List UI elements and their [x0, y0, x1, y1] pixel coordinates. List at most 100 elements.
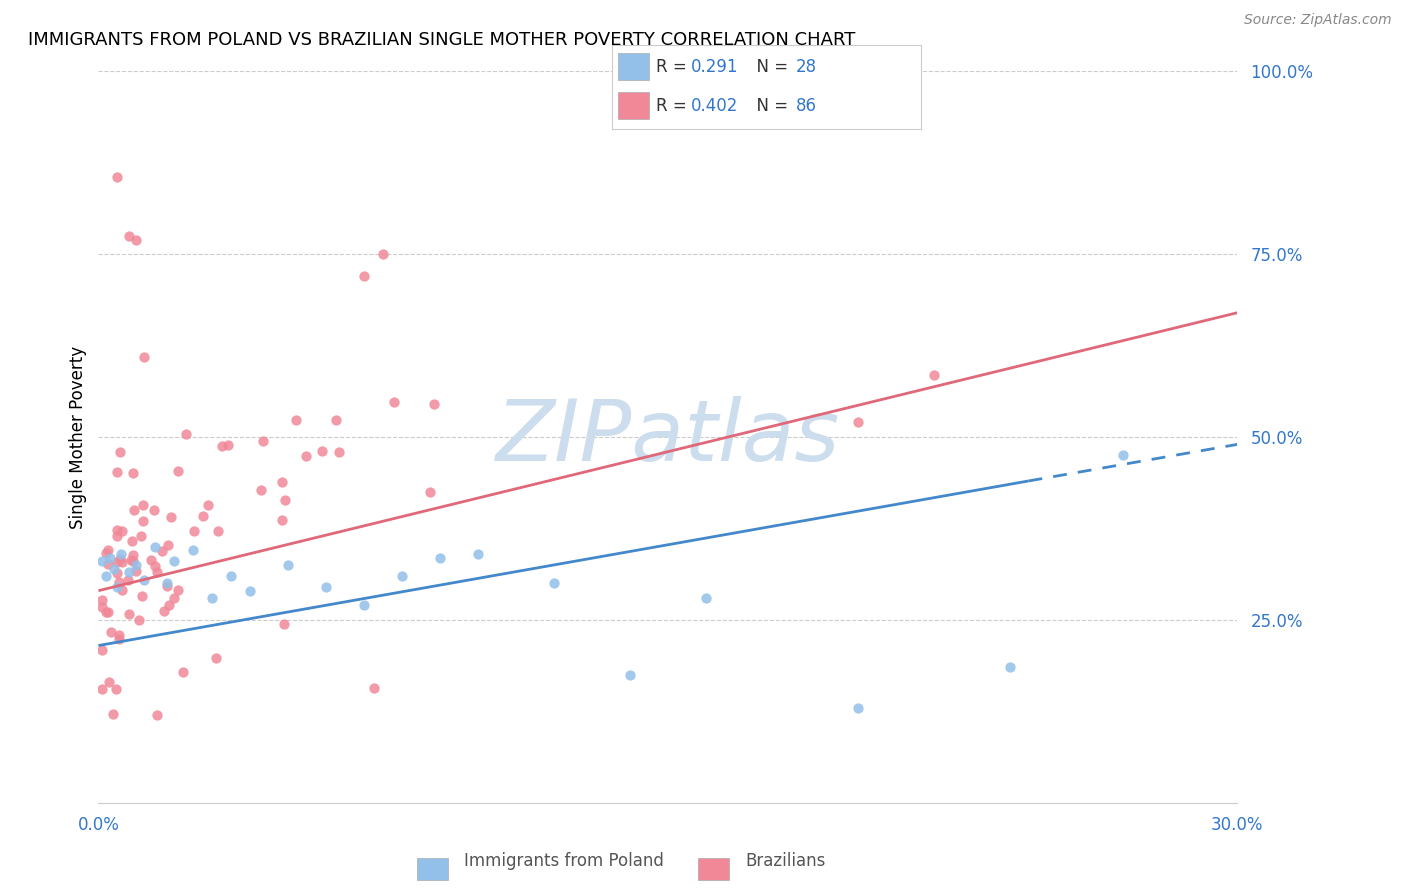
Point: [211, 439, 233, 453]
Point: [429, 550, 451, 565]
Point: [150, 543, 173, 558]
Point: [156, 576, 179, 591]
Point: [132, 514, 155, 528]
Point: [91, 682, 114, 697]
Point: [325, 413, 347, 427]
Text: 0.402: 0.402: [690, 96, 738, 114]
Point: [111, 582, 134, 597]
Point: [97, 543, 120, 558]
Y-axis label: Single Mother Poverty: Single Mother Poverty: [69, 345, 87, 529]
Text: Source: ZipAtlas.com: Source: ZipAtlas.com: [1244, 13, 1392, 28]
Point: [91, 643, 114, 657]
Point: [315, 580, 337, 594]
FancyBboxPatch shape: [617, 92, 648, 120]
Point: [197, 498, 219, 512]
Point: [1112, 448, 1135, 462]
Point: [277, 558, 299, 573]
Point: [207, 524, 229, 538]
Point: [125, 233, 148, 247]
Point: [846, 416, 869, 430]
Point: [101, 707, 124, 722]
Point: [103, 562, 125, 576]
FancyBboxPatch shape: [617, 54, 648, 80]
Text: 28: 28: [796, 58, 817, 76]
Point: [174, 427, 197, 442]
Point: [128, 613, 150, 627]
Point: [153, 603, 176, 617]
Point: [125, 565, 148, 579]
Point: [543, 576, 565, 591]
Point: [91, 554, 114, 568]
Point: [107, 555, 129, 569]
Point: [270, 475, 292, 489]
Point: [94, 569, 117, 583]
Point: [132, 350, 155, 364]
Point: [252, 434, 274, 448]
Point: [131, 589, 153, 603]
Point: [328, 444, 350, 458]
Point: [145, 540, 167, 554]
Point: [217, 438, 239, 452]
Text: ZIPatlas: ZIPatlas: [496, 395, 839, 479]
Point: [467, 547, 489, 561]
Text: N =: N =: [747, 96, 793, 114]
Point: [111, 555, 134, 569]
Point: [391, 569, 413, 583]
Point: [157, 598, 180, 612]
Point: [157, 538, 180, 552]
Point: [129, 528, 152, 542]
Point: [167, 582, 190, 597]
Text: 0.291: 0.291: [690, 58, 738, 76]
Point: [107, 465, 129, 479]
Point: [110, 547, 132, 561]
Point: [120, 552, 142, 566]
Point: [239, 583, 262, 598]
Point: [619, 667, 641, 681]
Point: [132, 498, 155, 512]
Point: [104, 682, 127, 697]
Point: [121, 533, 143, 548]
Point: [143, 503, 166, 517]
Point: [353, 269, 375, 284]
Point: [205, 650, 228, 665]
Point: [363, 681, 385, 695]
Point: [998, 660, 1021, 674]
Point: [371, 247, 394, 261]
Point: [163, 591, 186, 605]
Text: Immigrants from Poland: Immigrants from Poland: [464, 852, 664, 870]
Point: [922, 368, 945, 382]
Point: [105, 529, 128, 543]
Point: [695, 591, 717, 605]
Point: [221, 569, 243, 583]
Point: [183, 524, 205, 538]
Point: [311, 444, 333, 458]
Text: R =: R =: [657, 96, 693, 114]
Point: [139, 553, 162, 567]
Point: [145, 559, 167, 574]
Point: [285, 413, 308, 427]
Point: [107, 632, 129, 646]
Point: [156, 579, 179, 593]
Point: [107, 523, 129, 537]
Point: [94, 546, 117, 560]
Point: [193, 509, 215, 524]
Point: [146, 707, 169, 722]
Point: [271, 513, 294, 527]
Point: [122, 548, 145, 562]
Point: [91, 599, 114, 614]
Point: [160, 509, 183, 524]
Point: [423, 396, 446, 410]
Point: [122, 503, 145, 517]
Point: [97, 606, 120, 620]
Point: [146, 565, 169, 579]
Text: 86: 86: [796, 96, 817, 114]
Point: [295, 449, 318, 463]
Point: [353, 599, 375, 613]
Text: Brazilians: Brazilians: [745, 852, 825, 870]
Point: [110, 444, 132, 458]
Text: N =: N =: [747, 58, 793, 76]
Point: [121, 553, 143, 567]
Point: [118, 228, 141, 243]
Point: [183, 543, 205, 558]
Point: [107, 566, 129, 581]
